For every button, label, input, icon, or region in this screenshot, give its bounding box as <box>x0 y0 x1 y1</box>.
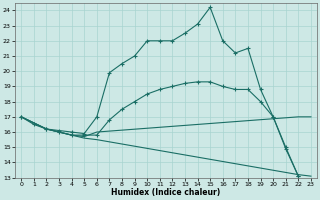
X-axis label: Humidex (Indice chaleur): Humidex (Indice chaleur) <box>111 188 221 197</box>
